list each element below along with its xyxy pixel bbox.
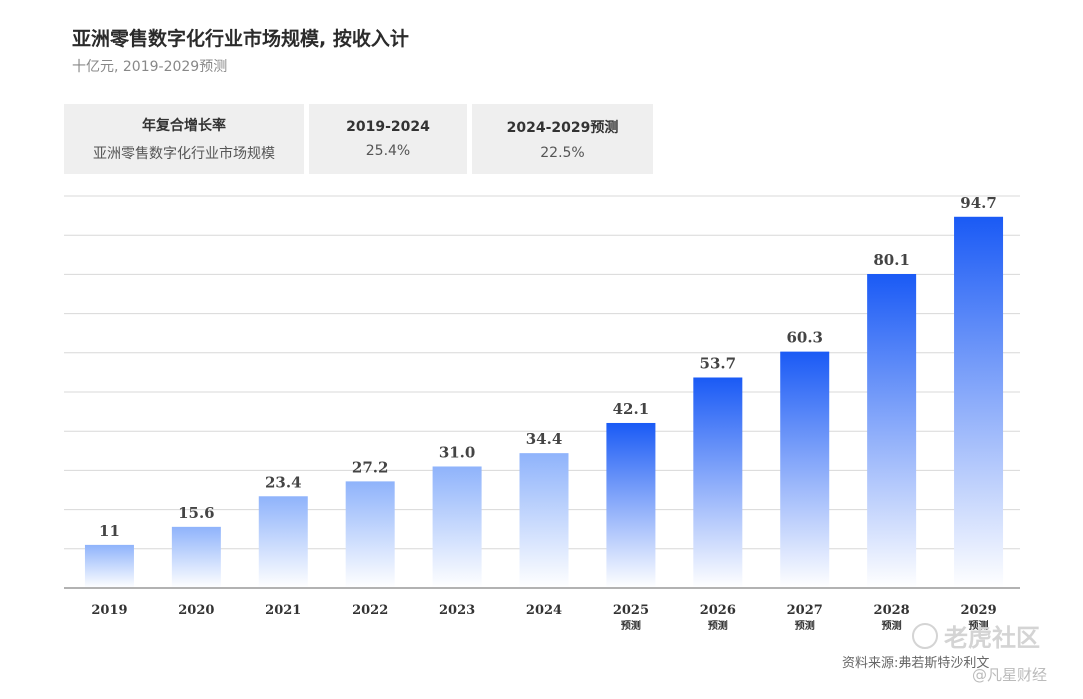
value-label-2028: 80.1 (873, 251, 910, 269)
bar-2025 (606, 422, 656, 588)
value-label-2021: 23.4 (265, 473, 302, 491)
x-tick-2028: 2028 (874, 603, 910, 618)
forecast-tag-2029: 预测 (969, 619, 989, 632)
x-tick-2023: 2023 (439, 603, 475, 618)
bar-2019 (84, 544, 134, 588)
cagr-forecast-header: 2024-2029预测 (506, 120, 619, 136)
watermark-handle: @凡星财经 (972, 666, 1048, 684)
watermark-brand-text: 老虎社区 (944, 624, 1040, 652)
watermark-logo-icon (912, 622, 938, 649)
x-tick-2022: 2022 (352, 603, 388, 618)
x-tick-2025: 2025 (613, 603, 649, 618)
chart-title: 亚洲零售数字化行业市场规模, 按收入计 (72, 28, 409, 50)
chart-subtitle: 十亿元, 2019-2029预测 (72, 59, 228, 75)
bar-2022 (345, 481, 395, 588)
bar-2021 (258, 496, 308, 588)
value-label-2023: 31.0 (439, 443, 476, 461)
forecast-tag-2026: 预测 (708, 619, 728, 632)
value-label-2026: 53.7 (700, 354, 737, 372)
value-label-2019: 11 (99, 522, 120, 540)
cagr-label-title: 年复合增长率 (142, 118, 226, 134)
x-tick-2024: 2024 (526, 603, 562, 618)
source-note: 资料来源:弗若斯特沙利文 (842, 656, 990, 671)
value-label-2029: 94.7 (960, 194, 997, 212)
value-label-2027: 60.3 (786, 329, 823, 347)
bar-2020 (171, 526, 221, 588)
bar-2029 (954, 216, 1004, 588)
value-label-2022: 27.2 (352, 458, 389, 476)
cagr-label-sub: 亚洲零售数字化行业市场规模 (93, 146, 275, 162)
x-tick-2021: 2021 (265, 603, 301, 618)
watermark-brand: 老虎社区 (912, 618, 1040, 653)
cagr-historical-cell: 2019-2024 25.4% (309, 104, 467, 174)
bar-2024 (519, 453, 569, 588)
bar-2026 (693, 377, 743, 588)
cagr-label-cell: 年复合增长率 亚洲零售数字化行业市场规模 (64, 104, 304, 174)
bar-2023 (432, 466, 482, 588)
forecast-tag-2028: 预测 (882, 619, 902, 632)
bar-2027 (780, 351, 830, 588)
bar-2028 (867, 274, 917, 588)
x-tick-2026: 2026 (700, 603, 736, 618)
value-label-2025: 42.1 (613, 400, 650, 418)
cagr-forecast-cell: 2024-2029预测 22.5% (472, 104, 653, 174)
forecast-tag-2025: 预测 (621, 619, 641, 632)
cagr-forecast-value: 22.5% (540, 145, 585, 161)
value-label-2024: 34.4 (526, 430, 563, 448)
x-tick-2027: 2027 (787, 603, 823, 618)
x-tick-2029: 2029 (960, 603, 996, 618)
forecast-tag-2027: 预测 (795, 619, 815, 632)
x-tick-2019: 2019 (91, 603, 127, 618)
cagr-historical-header: 2019-2024 (346, 119, 430, 135)
value-label-2020: 15.6 (178, 504, 215, 522)
cagr-historical-value: 25.4% (365, 143, 411, 159)
x-tick-2020: 2020 (178, 603, 214, 618)
